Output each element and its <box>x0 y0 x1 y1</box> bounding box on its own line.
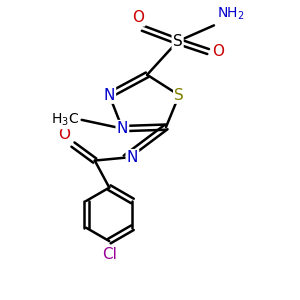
Text: N: N <box>117 121 128 136</box>
Text: S: S <box>173 34 182 49</box>
Text: O: O <box>132 11 144 26</box>
Text: O: O <box>212 44 224 59</box>
Text: H$_3$C: H$_3$C <box>51 112 79 128</box>
Text: Cl: Cl <box>102 247 117 262</box>
Text: O: O <box>58 127 70 142</box>
Text: S: S <box>174 88 184 103</box>
Text: NH$_2$: NH$_2$ <box>217 6 244 22</box>
Text: N: N <box>103 88 115 103</box>
Text: N: N <box>127 150 138 165</box>
